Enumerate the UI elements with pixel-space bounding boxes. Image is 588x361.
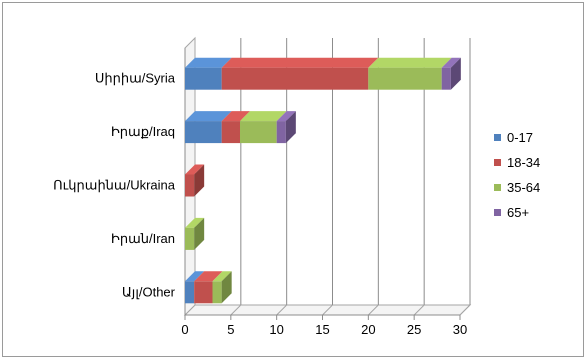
category-label: Իրաք/Iraq bbox=[111, 124, 175, 139]
bar-segment bbox=[185, 121, 222, 144]
bar-segment bbox=[212, 281, 222, 304]
gridline-floor bbox=[230, 304, 242, 316]
bar-top bbox=[221, 57, 379, 68]
legend-label: 35-64 bbox=[507, 180, 540, 195]
legend-label: 0-17 bbox=[507, 130, 533, 145]
x-tick-label: 5 bbox=[227, 322, 234, 337]
bar-top bbox=[240, 111, 287, 122]
x-tick-label: 0 bbox=[181, 322, 188, 337]
bars bbox=[185, 57, 461, 304]
gridline-floor bbox=[367, 304, 379, 316]
bar-top bbox=[212, 271, 232, 282]
legend-label: 65+ bbox=[507, 205, 529, 220]
bar-end bbox=[194, 217, 205, 250]
bar-segment bbox=[221, 121, 240, 144]
legend-swatch bbox=[494, 184, 501, 191]
legend-swatch bbox=[494, 159, 501, 166]
legend: 0-17 18-34 35-64 65+ bbox=[494, 130, 540, 220]
category-labels: Սիրիա/Syria Իրաք/Iraq Ուկրաինա/Ukraina Իրան… bbox=[53, 71, 176, 300]
bar-top bbox=[185, 111, 232, 122]
x-tick-label: 15 bbox=[315, 322, 329, 337]
bar-top bbox=[185, 164, 205, 175]
bar-segment bbox=[240, 121, 277, 144]
category-label: Իրան/Iran bbox=[111, 231, 175, 246]
bar-top bbox=[221, 111, 250, 122]
bar-segment bbox=[185, 67, 222, 90]
x-tick-label: 20 bbox=[361, 322, 375, 337]
gridline-floor bbox=[413, 304, 425, 316]
bar-top bbox=[368, 57, 452, 68]
x-tick-label: 30 bbox=[453, 322, 467, 337]
bar-end bbox=[221, 271, 232, 304]
bar-segment bbox=[194, 281, 213, 304]
bar-segment bbox=[221, 67, 369, 90]
legend-swatch bbox=[494, 209, 501, 216]
gridline-floor bbox=[276, 304, 288, 316]
legend-label: 18-34 bbox=[507, 155, 540, 170]
bar-top bbox=[185, 217, 205, 228]
bar-segment bbox=[276, 121, 286, 144]
bar-top bbox=[185, 271, 205, 282]
bar-segment bbox=[441, 67, 451, 90]
bar-segment bbox=[185, 281, 195, 304]
bar-segment bbox=[185, 174, 195, 197]
x-tick-label: 10 bbox=[269, 322, 283, 337]
category-label: Ուկրաինա/Ukraina bbox=[53, 178, 176, 193]
x-tick-label: 25 bbox=[407, 322, 421, 337]
bar-end bbox=[194, 164, 205, 197]
bar-top bbox=[276, 111, 296, 122]
gridline-floor bbox=[322, 304, 333, 316]
category-label: Այլ/Other bbox=[122, 284, 176, 299]
bar-segment bbox=[185, 227, 195, 250]
gridline-floor bbox=[459, 304, 471, 316]
legend-swatch bbox=[494, 134, 501, 141]
bar-top bbox=[194, 271, 223, 282]
x-tick-labels: 0 5 10 15 20 25 30 bbox=[181, 322, 467, 337]
bar-end bbox=[450, 57, 461, 90]
bar-top bbox=[441, 57, 461, 68]
bar-segment bbox=[368, 67, 442, 90]
bar-top bbox=[185, 57, 232, 68]
category-label: Սիրիա/Syria bbox=[95, 71, 176, 86]
bar-end bbox=[285, 111, 296, 144]
